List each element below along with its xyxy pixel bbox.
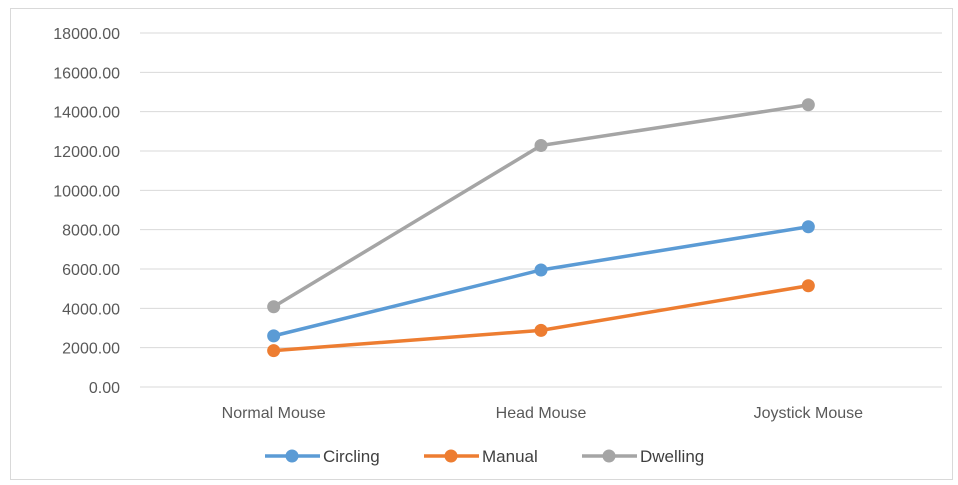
data-point-dwelling	[267, 300, 281, 314]
y-tick-label: 18000.00	[53, 26, 120, 43]
y-tick-label: 0.00	[89, 380, 120, 397]
y-tick-label: 8000.00	[62, 223, 120, 240]
y-tick-label: 6000.00	[62, 262, 120, 279]
series-line-circling	[271, 224, 811, 338]
chart-frame	[10, 8, 953, 480]
series-line-manual	[271, 283, 811, 353]
legend-marker-circling	[285, 449, 299, 463]
legend-label: Circling	[323, 447, 380, 466]
y-tick-label: 16000.00	[53, 65, 120, 82]
data-point-manual	[801, 279, 815, 293]
y-tick-label: 14000.00	[53, 105, 120, 122]
data-point-circling	[534, 263, 548, 277]
x-tick-label: Head Mouse	[496, 405, 587, 422]
data-point-circling	[267, 329, 281, 343]
y-tick-label: 4000.00	[62, 301, 120, 318]
x-tick-label: Joystick Mouse	[754, 405, 863, 422]
y-tick-label: 2000.00	[62, 341, 120, 358]
data-point-dwelling	[801, 98, 815, 112]
legend-marker-manual	[444, 449, 458, 463]
x-tick-label: Normal Mouse	[222, 405, 326, 422]
y-tick-label: 12000.00	[53, 144, 120, 161]
data-point-manual	[267, 344, 281, 358]
data-point-dwelling	[534, 138, 548, 152]
legend-label: Dwelling	[640, 447, 704, 466]
legend-label: Manual	[482, 447, 538, 466]
legend-marker-dwelling	[602, 449, 616, 463]
y-tick-label: 10000.00	[53, 183, 120, 200]
data-point-circling	[801, 220, 815, 234]
data-point-manual	[534, 323, 548, 337]
